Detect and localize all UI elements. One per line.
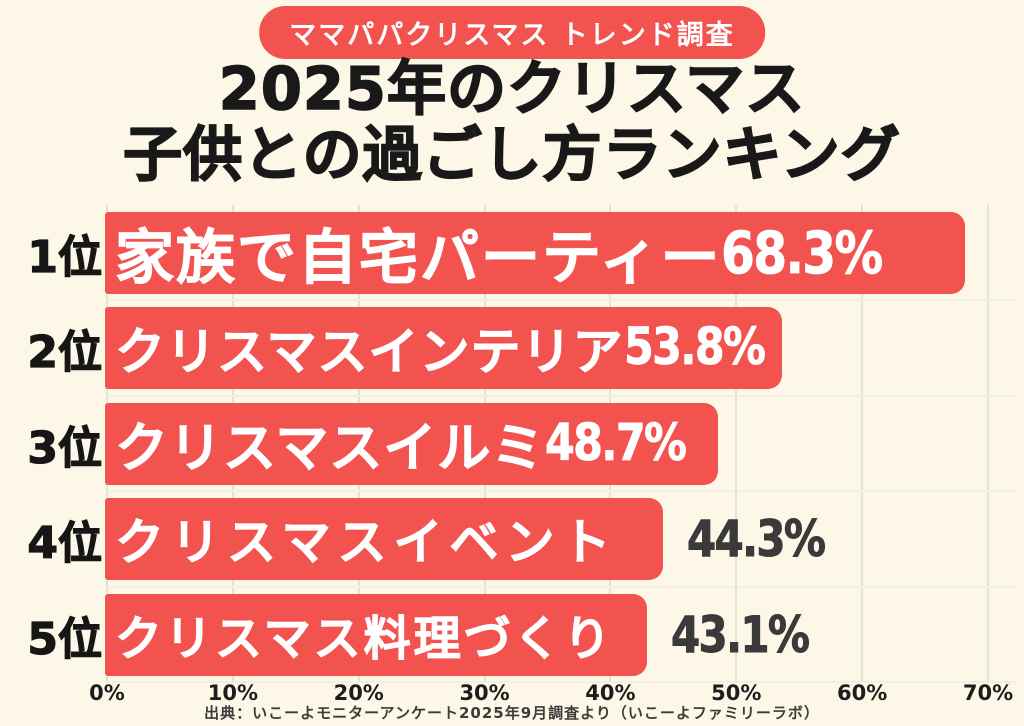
page-title: 2025年のクリスマス 子供との過ごし方ランキング <box>0 54 1024 189</box>
x-axis-tick: 50% <box>711 681 762 705</box>
header-badge: ママパパクリスマス トレンド調査 <box>259 6 765 59</box>
bar-value-outside: 43.1% <box>671 605 811 664</box>
bar: クリスマスイルミ 48.7% <box>105 402 718 485</box>
bar: クリスマスイベント <box>105 497 663 580</box>
bar-value: 48.7% <box>545 414 688 474</box>
bar-row: 5位 クリスマス料理づくり 43.1% <box>0 587 1024 682</box>
bar-row: 2位 クリスマスインテリア 53.8% <box>0 300 1024 395</box>
x-axis: 0% 10% 20% 30% 40% 50% 60% 70% <box>0 681 1024 707</box>
rank-label: 1位 <box>27 231 103 283</box>
header-badge-label: ママパパクリスマス トレンド調査 <box>289 20 735 51</box>
bar: クリスマス料理づくり <box>105 593 648 676</box>
bar-label: クリスマスイベント <box>115 514 618 572</box>
bar: クリスマスインテリア 53.8% <box>105 306 783 389</box>
bar: 家族で自宅パーティー 68.3% <box>105 211 965 294</box>
x-axis-tick: 0% <box>89 681 125 705</box>
bar-row: 3位 クリスマスイルミ 48.7% <box>0 396 1024 491</box>
gridline-horizontal <box>105 395 1016 397</box>
page-title-line1: 2025年のクリスマス <box>218 54 806 123</box>
gridline-horizontal <box>105 490 1016 492</box>
bar-chart-plot-area: 1位 家族で自宅パーティー 68.3% 2位 クリスマスインテリア 53.8% … <box>0 205 1024 683</box>
bar-value-outside: 44.3% <box>686 509 826 568</box>
x-axis-tick: 40% <box>585 681 636 705</box>
rank-label: 2位 <box>27 326 103 378</box>
page-title-line2: 子供との過ごし方ランキング <box>122 120 901 189</box>
x-axis-tick: 30% <box>459 681 510 705</box>
x-axis-tick: 60% <box>837 681 888 705</box>
rank-label: 5位 <box>27 613 103 665</box>
source-note: 出典：いこーよモニターアンケート2025年9月調査より（いこーよファミリーラボ） <box>204 704 820 722</box>
gridline-horizontal <box>105 299 1016 301</box>
bar-label: クリスマス料理づくり <box>115 612 614 668</box>
bar-value: 68.3% <box>721 218 884 287</box>
x-axis-tick: 70% <box>962 681 1014 705</box>
x-axis-tick: 10% <box>207 681 258 705</box>
gridline-horizontal <box>105 681 1016 683</box>
bar-label: クリスマスイルミ <box>115 417 546 479</box>
gridline-horizontal <box>105 586 1016 588</box>
rank-label: 4位 <box>27 517 103 569</box>
x-axis-tick: 20% <box>333 681 384 705</box>
gridline-vertical <box>861 205 864 682</box>
rank-label: 3位 <box>27 422 103 474</box>
bar-value: 53.8% <box>623 318 766 378</box>
bar-row: 4位 クリスマスイベント 44.3% <box>0 491 1024 586</box>
bar-label: 家族で自宅パーティー <box>115 223 722 293</box>
gridline-vertical <box>987 205 990 682</box>
bar-row: 1位 家族で自宅パーティー 68.3% <box>0 205 1024 300</box>
bar-label: クリスマスインテリア <box>115 322 624 381</box>
gridline-vertical <box>735 205 738 682</box>
